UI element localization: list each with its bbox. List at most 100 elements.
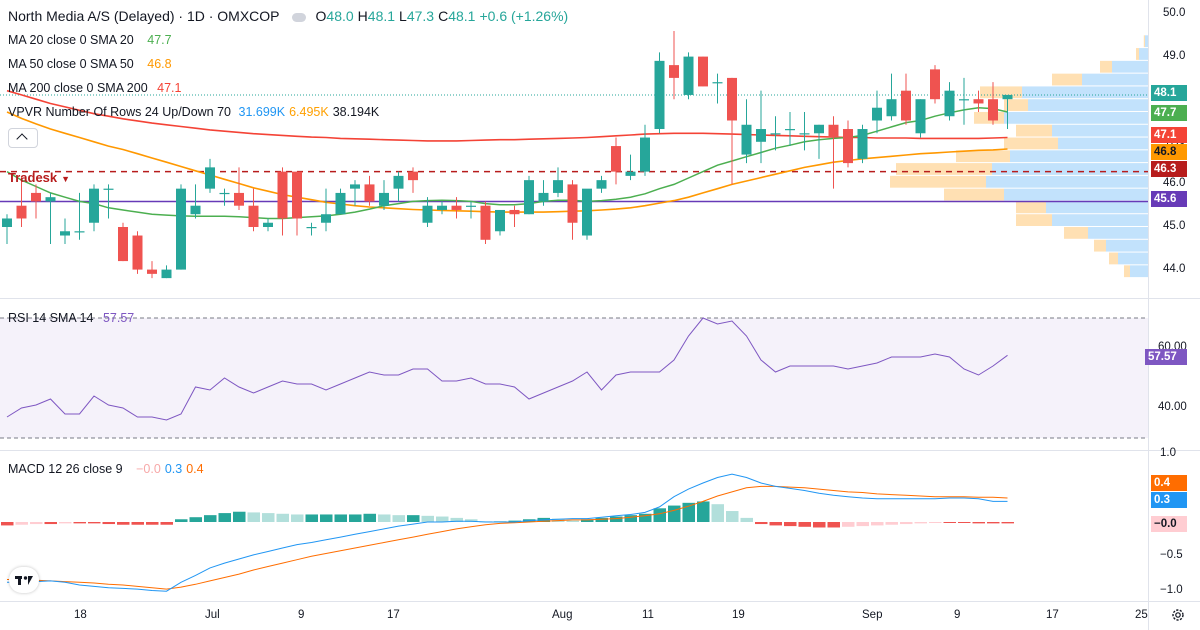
candle-body bbox=[480, 205, 491, 240]
candle-body bbox=[60, 231, 70, 236]
macd-histogram-bar bbox=[871, 522, 884, 526]
candle-body bbox=[727, 77, 737, 121]
vpvr-up-bar bbox=[1112, 60, 1148, 73]
macd-histogram-bar bbox=[798, 522, 811, 527]
macd-histogram-bar bbox=[334, 514, 347, 522]
vpvr-down-bar bbox=[1016, 201, 1046, 214]
macd-histogram-bar bbox=[581, 519, 594, 522]
candle-body bbox=[683, 56, 694, 95]
candle-body bbox=[321, 214, 331, 223]
candle-body bbox=[799, 133, 810, 135]
macd-histogram-bar bbox=[378, 514, 391, 522]
macd-histogram-bar bbox=[885, 522, 898, 525]
candle-body bbox=[1002, 94, 1013, 100]
macd-histogram-bar bbox=[711, 504, 724, 522]
candle-body bbox=[437, 205, 447, 210]
vpvr-up-bar bbox=[1004, 111, 1148, 124]
macd-histogram-bar bbox=[958, 522, 971, 523]
candle-body bbox=[31, 192, 41, 202]
macd-histogram-bar bbox=[247, 512, 260, 522]
macd-histogram-bar bbox=[769, 522, 782, 526]
candle-body bbox=[625, 171, 636, 176]
macd-histogram-bar bbox=[175, 519, 188, 522]
vpvr-down-bar bbox=[1109, 252, 1118, 265]
ma200-line bbox=[6, 89, 1008, 142]
candle-body bbox=[785, 129, 795, 131]
vpvr-down-bar bbox=[890, 175, 986, 188]
macd-histogram-bar bbox=[856, 522, 869, 527]
candle-body bbox=[147, 269, 157, 274]
candle-body bbox=[103, 188, 114, 190]
vpvr-up-bar bbox=[1046, 201, 1148, 214]
macd-histogram-bar bbox=[73, 522, 86, 524]
candle-body bbox=[509, 209, 520, 215]
macd-histogram-bar bbox=[117, 522, 130, 525]
candle-body bbox=[915, 99, 926, 134]
macd-histogram-bar bbox=[349, 514, 362, 522]
candle-body bbox=[16, 205, 27, 219]
macd-histogram-bar bbox=[668, 505, 681, 522]
rsi-band bbox=[0, 318, 1148, 438]
candle-body bbox=[988, 99, 998, 121]
macd-histogram-bar bbox=[566, 520, 579, 522]
candle-body bbox=[190, 205, 201, 215]
candle-body bbox=[422, 205, 433, 223]
macd-histogram-bar bbox=[160, 522, 173, 525]
vpvr-down-bar bbox=[956, 150, 1010, 163]
vpvr-up-bar bbox=[1022, 86, 1148, 99]
rsi-line bbox=[6, 317, 1008, 421]
candle-body bbox=[582, 188, 592, 236]
vpvr-down-bar bbox=[1004, 137, 1058, 150]
candle-body bbox=[176, 188, 186, 270]
candle-body bbox=[567, 184, 578, 223]
vpvr-up-bar bbox=[992, 163, 1148, 175]
macd-histogram-bar bbox=[755, 522, 768, 525]
vpvr-up-bar bbox=[1130, 265, 1148, 278]
candle-body bbox=[553, 180, 563, 193]
macd-histogram-bar bbox=[1001, 522, 1014, 524]
candle-body bbox=[451, 205, 462, 210]
candle-body bbox=[669, 65, 679, 78]
macd-histogram-bar bbox=[914, 522, 927, 524]
macd-histogram-bar bbox=[392, 515, 405, 522]
macd-histogram-bar bbox=[320, 514, 333, 522]
candle-body bbox=[248, 205, 259, 227]
macd-histogram-bar bbox=[682, 502, 695, 522]
candle-body bbox=[959, 99, 969, 101]
candle-body bbox=[466, 205, 476, 207]
ma50-line bbox=[6, 111, 1008, 213]
macd-histogram-bar bbox=[436, 516, 449, 522]
candle-body bbox=[886, 99, 897, 117]
vpvr-up-bar bbox=[1106, 239, 1148, 252]
candle-body bbox=[828, 124, 839, 138]
macd-histogram-bar bbox=[465, 519, 478, 522]
vpvr-up-bar bbox=[986, 175, 1148, 188]
vpvr-down-bar bbox=[1124, 265, 1130, 278]
vpvr-up-bar bbox=[1052, 124, 1148, 137]
macd-histogram-bar bbox=[44, 522, 57, 525]
candle-body bbox=[292, 171, 302, 219]
macd-histogram-bar bbox=[59, 522, 72, 524]
vpvr-down-bar bbox=[1004, 99, 1028, 111]
candle-body bbox=[930, 69, 940, 100]
macd-histogram-bar bbox=[102, 522, 115, 525]
vpvr-down-bar bbox=[1016, 124, 1052, 137]
macd-histogram-bar bbox=[987, 522, 1000, 524]
macd-histogram-bar bbox=[508, 520, 521, 522]
candle-body bbox=[973, 99, 984, 104]
macd-histogram-bar bbox=[624, 515, 637, 522]
candle-body bbox=[89, 188, 99, 223]
macd-histogram-bar bbox=[233, 511, 246, 522]
macd-histogram-bar bbox=[131, 522, 144, 525]
candle-body bbox=[741, 124, 752, 155]
macd-histogram-bar bbox=[929, 522, 942, 523]
macd-histogram-bar bbox=[842, 522, 855, 527]
candle-body bbox=[393, 175, 404, 189]
macd-histogram-bar bbox=[595, 517, 608, 522]
candle-body bbox=[2, 218, 12, 227]
candle-body bbox=[538, 192, 549, 202]
candle-body bbox=[654, 60, 665, 130]
vpvr-up-bar bbox=[1082, 73, 1148, 86]
macd-histogram-bar bbox=[784, 522, 797, 527]
